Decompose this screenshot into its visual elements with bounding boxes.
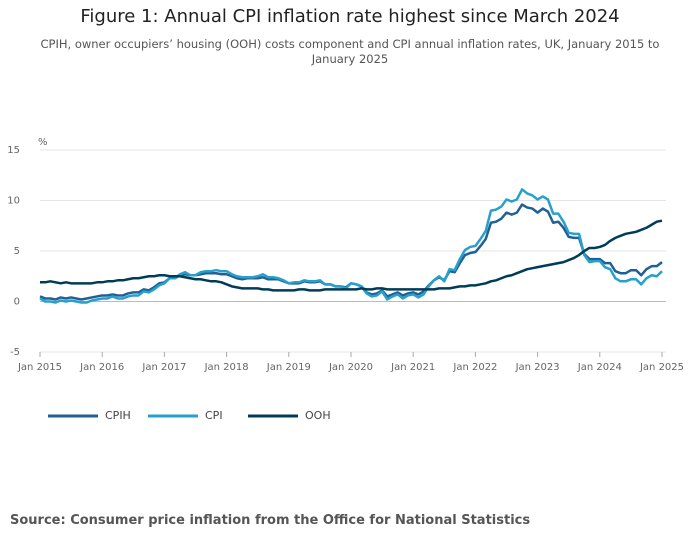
- x-tick-label: Jan 2022: [452, 362, 497, 373]
- y-tick-label: -5: [10, 347, 20, 358]
- y-tick-label: 15: [7, 145, 20, 156]
- series-line: [39, 188, 663, 304]
- x-tick-label: Jan 2017: [141, 362, 186, 373]
- chart: % -5 0 5 10 15 Jan 2015 Jan 2016 Jan 2017 Jan 20…: [7, 137, 684, 422]
- x-tick-label: Jan 2020: [328, 362, 373, 373]
- x-tick-label: Jan 2015: [17, 362, 62, 373]
- x-tick-label: Jan 2018: [204, 362, 249, 373]
- x-tick-label: Jan 2019: [266, 362, 311, 373]
- source: Source: Consumer price inflation from th…: [10, 513, 531, 528]
- chart-title: Figure 1: Annual CPI inflation rate high…: [80, 6, 620, 27]
- legend-label: CPIH: [105, 409, 131, 422]
- y-tick-label: 0: [14, 297, 20, 308]
- chart-subtitle: CPIH, owner occupiers’ housing (OOH) cos…: [40, 37, 660, 66]
- series-line: [39, 203, 663, 301]
- series-line: [40, 219, 663, 292]
- y-tick-label: 10: [7, 196, 20, 207]
- x-tick-label: Jan 2021: [390, 362, 435, 373]
- legend-label: OOH: [305, 409, 331, 422]
- x-tick-label: Jan 2016: [79, 362, 124, 373]
- x-tick-label: Jan 2023: [515, 362, 560, 373]
- x-tick-label: Jan 2025: [639, 362, 684, 373]
- y-tick-label: 5: [14, 246, 20, 257]
- legend-label: CPI: [205, 409, 223, 422]
- y-unit: %: [38, 137, 48, 148]
- x-tick-label: Jan 2024: [577, 362, 622, 373]
